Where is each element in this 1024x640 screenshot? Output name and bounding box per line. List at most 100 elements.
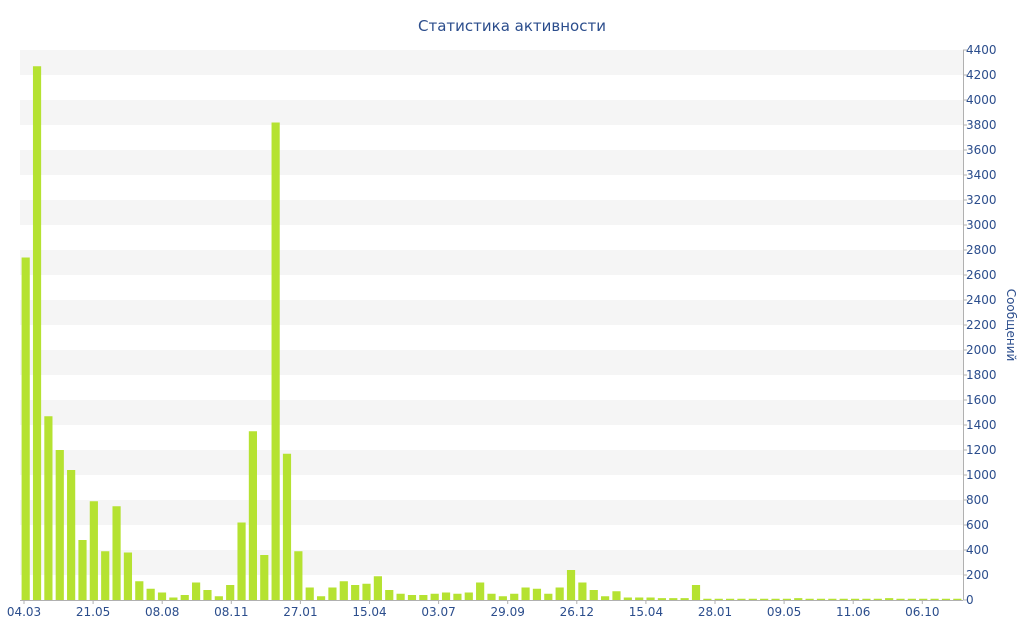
grid-band bbox=[20, 200, 963, 225]
bar bbox=[282, 453, 292, 600]
x-tick-label: 08.08 bbox=[145, 605, 179, 619]
bar bbox=[907, 598, 916, 600]
bar bbox=[157, 592, 167, 600]
bar bbox=[578, 582, 587, 600]
bar bbox=[498, 596, 507, 600]
x-ticks-group: 04.03 21.05 08.08 08.11 27.01 15.04 03.07 29.09… bbox=[7, 600, 939, 619]
y-tick-label: 2800 bbox=[966, 243, 997, 257]
bar bbox=[385, 590, 394, 600]
bar bbox=[112, 506, 121, 600]
bar bbox=[782, 598, 791, 600]
grid-band bbox=[20, 50, 963, 75]
x-tick-label: 15.04 bbox=[629, 605, 663, 619]
bar bbox=[260, 555, 269, 600]
bars-group bbox=[21, 66, 962, 601]
x-tick-label: 27.01 bbox=[283, 605, 317, 619]
bar bbox=[203, 590, 212, 600]
bar bbox=[123, 552, 133, 600]
bar bbox=[816, 598, 826, 600]
bar bbox=[726, 598, 735, 600]
y-tick-label: 2600 bbox=[966, 268, 997, 282]
y-tick-label: 600 bbox=[966, 518, 989, 532]
y-tick-label: 1600 bbox=[966, 393, 997, 407]
bar bbox=[373, 576, 382, 600]
bar bbox=[828, 598, 837, 600]
y-tick-label: 800 bbox=[966, 493, 989, 507]
bar bbox=[612, 591, 621, 600]
bar bbox=[839, 598, 848, 600]
x-tick-label: 09.05 bbox=[767, 605, 801, 619]
y-tick-label: 4200 bbox=[966, 68, 997, 82]
y-ticks-group: 0 200 400 600 800 1000 1200 1400 1600 1800 2000 220… bbox=[963, 43, 997, 607]
bar bbox=[135, 581, 144, 600]
bar bbox=[737, 598, 746, 600]
bar bbox=[67, 470, 76, 600]
bar bbox=[32, 66, 42, 600]
bar bbox=[635, 597, 644, 600]
bar bbox=[180, 595, 189, 600]
x-tick-label: 11.06 bbox=[836, 605, 870, 619]
bar bbox=[941, 598, 951, 600]
y-tick-label: 1000 bbox=[966, 468, 997, 482]
grid-band bbox=[20, 400, 963, 425]
y-tick-label: 3000 bbox=[966, 218, 997, 232]
bar bbox=[623, 597, 632, 600]
bar bbox=[464, 592, 473, 600]
y-tick-label: 3600 bbox=[966, 143, 997, 157]
grid-band bbox=[20, 300, 963, 325]
bar bbox=[476, 582, 485, 600]
y-tick-label: 4400 bbox=[966, 43, 997, 57]
bar bbox=[487, 593, 496, 600]
bar bbox=[407, 595, 417, 600]
bar bbox=[89, 501, 98, 600]
bar bbox=[226, 585, 235, 600]
bar bbox=[441, 592, 451, 600]
grid-band bbox=[20, 150, 963, 175]
bar bbox=[555, 587, 564, 600]
y-tick-label: 3400 bbox=[966, 168, 997, 182]
x-tick-label: 26.12 bbox=[560, 605, 594, 619]
grid-band bbox=[20, 350, 963, 375]
y-tick-label: 1800 bbox=[966, 368, 997, 382]
bar bbox=[419, 595, 428, 600]
y-tick-label: 1400 bbox=[966, 418, 997, 432]
bar bbox=[396, 593, 405, 600]
grid-band bbox=[20, 450, 963, 475]
bar bbox=[521, 587, 530, 600]
bar bbox=[44, 416, 53, 600]
chart-title: Статистика активности bbox=[418, 17, 606, 35]
bar bbox=[930, 598, 939, 600]
bar bbox=[55, 450, 64, 600]
bar bbox=[601, 596, 610, 600]
bar bbox=[885, 598, 894, 601]
bar bbox=[453, 593, 462, 600]
bar bbox=[771, 598, 780, 600]
bar bbox=[566, 570, 576, 600]
y-tick-label: 0 bbox=[966, 593, 974, 607]
y-tick-label: 3800 bbox=[966, 118, 997, 132]
bar bbox=[305, 587, 314, 600]
bar bbox=[919, 598, 928, 600]
bar bbox=[850, 598, 860, 600]
bar bbox=[873, 598, 882, 600]
bar bbox=[953, 598, 962, 600]
y-tick-label: 1200 bbox=[966, 443, 997, 457]
x-tick-label: 04.03 bbox=[7, 605, 41, 619]
bar bbox=[339, 581, 348, 600]
y-tick-label: 2000 bbox=[966, 343, 997, 357]
bar bbox=[669, 598, 678, 601]
y-tick-label: 400 bbox=[966, 543, 989, 557]
bar bbox=[248, 431, 257, 600]
x-tick-label: 29.09 bbox=[491, 605, 525, 619]
bar bbox=[78, 540, 87, 600]
bar bbox=[714, 598, 723, 600]
bar bbox=[21, 257, 30, 600]
bar bbox=[862, 598, 871, 600]
y-tick-label: 200 bbox=[966, 568, 989, 582]
bar bbox=[646, 597, 655, 600]
bar bbox=[510, 593, 519, 600]
bar bbox=[657, 598, 667, 601]
y-tick-label: 2200 bbox=[966, 318, 997, 332]
x-tick-label: 06.10 bbox=[905, 605, 939, 619]
